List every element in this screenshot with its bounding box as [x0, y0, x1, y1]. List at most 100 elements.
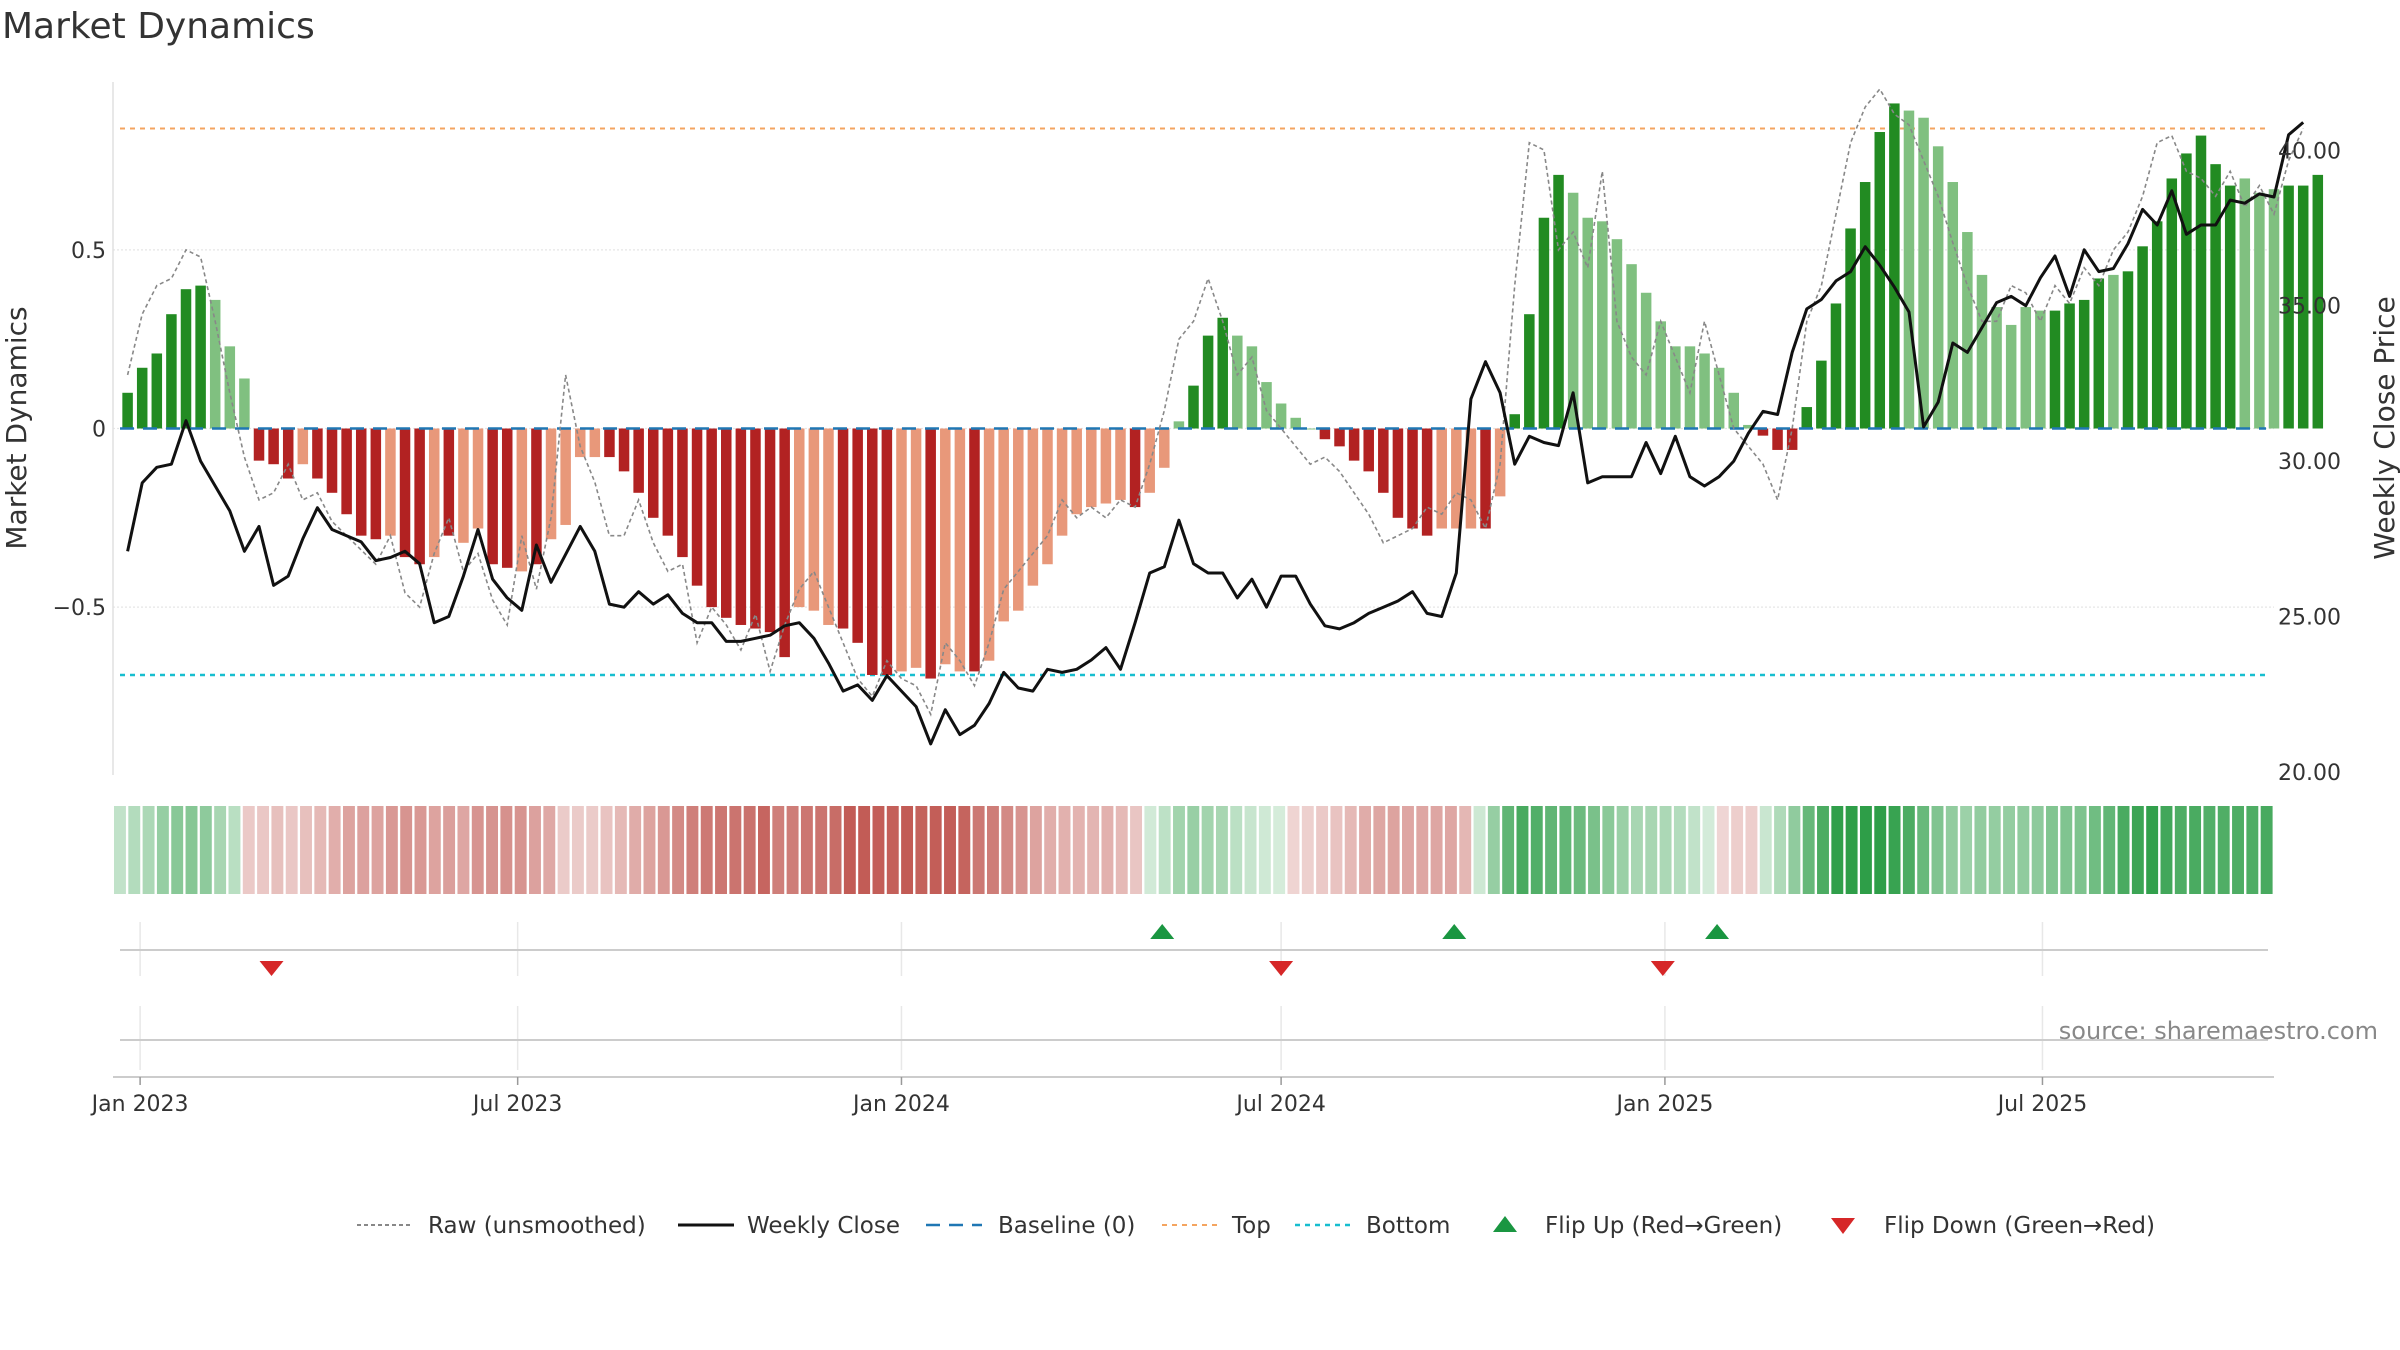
strip-cell — [1917, 806, 1930, 894]
flip-markers — [259, 924, 1730, 976]
strip-cell — [1144, 806, 1157, 894]
strip-cell — [1888, 806, 1901, 894]
strip-cell — [643, 806, 656, 894]
dynamics-bar — [1013, 428, 1024, 611]
flip-up-marker — [1442, 924, 1467, 939]
dynamics-bar — [1334, 428, 1345, 447]
weekly-close-series — [126, 121, 2305, 746]
strip-cell — [2003, 806, 2015, 894]
legend: Raw (unsmoothed) Weekly Close Baseline (0)… — [357, 1213, 2155, 1239]
strip-cell — [1459, 806, 1472, 894]
x-tick-label: Jan 2025 — [1614, 1092, 1713, 1117]
strip-cell — [1931, 806, 1944, 894]
strip-cell — [514, 806, 527, 894]
dynamics-bar — [808, 428, 820, 611]
strip-cell — [700, 806, 713, 894]
dynamics-bar — [1392, 428, 1404, 518]
strip-cell — [1244, 806, 1257, 894]
strip-cell — [529, 806, 541, 894]
dynamics-bar — [1378, 428, 1389, 493]
flip-panel-grid — [139, 922, 2044, 1070]
dynamics-bar — [2283, 185, 2294, 429]
dynamics-bar — [516, 428, 528, 572]
strip-cell — [1487, 806, 1500, 894]
strip-cell — [443, 806, 456, 894]
dynamics-bar — [282, 428, 294, 479]
strip-cell — [1330, 806, 1343, 894]
strip-cell — [1058, 806, 1071, 894]
flip-down-marker — [259, 961, 284, 976]
right-tick-label: 30.00 — [2278, 450, 2341, 475]
dynamics-bar — [1217, 317, 1228, 429]
dynamics-bar — [1436, 428, 1447, 529]
dynamics-bar — [1670, 346, 1681, 429]
strip-cell — [2217, 806, 2230, 894]
legend-label: Flip Up (Red→Green) — [1545, 1213, 1782, 1239]
dynamics-bar — [2210, 164, 2221, 429]
strip-cell — [171, 806, 184, 894]
strip-cell — [1015, 806, 1028, 894]
dynamics-bar — [2166, 178, 2178, 429]
dynamics-bar — [487, 428, 498, 565]
dynamics-bar — [1232, 335, 1243, 429]
strip-cell — [758, 806, 770, 894]
dynamics-bar — [910, 428, 922, 668]
strip-cell — [471, 806, 484, 894]
strip-cell — [715, 806, 727, 894]
left-tick-label: 0.5 — [71, 239, 106, 264]
dynamics-bar — [2064, 303, 2075, 429]
strip-cell — [1201, 806, 1214, 894]
dynamics-bar — [1480, 428, 1491, 529]
left-tick-label: −0.5 — [53, 596, 106, 621]
x-tick-label: Jan 2023 — [90, 1092, 189, 1117]
dynamics-bar — [1305, 428, 1316, 430]
dynamics-bar — [443, 428, 455, 536]
dynamics-bar — [794, 428, 805, 608]
strip-cell — [1301, 806, 1314, 894]
left-tick-label: 0 — [92, 418, 106, 443]
strip-cell — [357, 806, 370, 894]
strip-cell — [1158, 806, 1171, 894]
strip-cell — [686, 806, 699, 894]
strip-cell — [1359, 806, 1371, 894]
strip-cell — [2117, 806, 2130, 894]
dynamics-bar — [472, 428, 484, 529]
dynamics-bar — [166, 314, 177, 429]
dynamics-bar — [1524, 314, 1535, 429]
strip-cell — [1859, 806, 1872, 894]
strip-cell — [2131, 806, 2144, 894]
dynamics-bar — [195, 285, 206, 429]
dynamics-bar — [998, 428, 1009, 622]
strip-cell — [1573, 806, 1586, 894]
strip-cell — [2189, 806, 2202, 894]
strip-cell — [1230, 806, 1243, 894]
strip-cell — [500, 806, 513, 894]
dynamics-bar — [1816, 360, 1827, 429]
strip-cell — [242, 806, 255, 894]
strip-cell — [228, 806, 241, 894]
strip-cell — [2174, 806, 2187, 894]
strip-cell — [1645, 806, 1658, 894]
dynamics-bar — [1261, 382, 1272, 429]
strip-cell — [1387, 806, 1400, 894]
dynamics-bar — [1976, 274, 1988, 429]
dynamics-bar — [1042, 428, 1053, 565]
dynamics-bar — [881, 428, 893, 675]
strip-cell — [2203, 806, 2216, 894]
dynamics-bar — [268, 428, 279, 465]
dynamics-bar — [414, 428, 425, 565]
legend-flip-down-swatch — [1831, 1218, 1855, 1234]
legend-flip-up-swatch — [1493, 1216, 1517, 1232]
dynamics-bar — [136, 367, 148, 429]
dynamics-bar — [1845, 228, 1856, 429]
strip-cell — [586, 806, 599, 894]
dynamics-bar — [735, 428, 747, 625]
strip-cell — [986, 806, 999, 894]
dynamics-bar — [1889, 103, 1900, 429]
strip-cell — [2046, 806, 2058, 894]
dynamics-bar — [341, 428, 352, 515]
strip-cell — [614, 806, 627, 894]
dynamics-bar — [122, 392, 133, 429]
dynamics-bar — [1582, 217, 1593, 429]
